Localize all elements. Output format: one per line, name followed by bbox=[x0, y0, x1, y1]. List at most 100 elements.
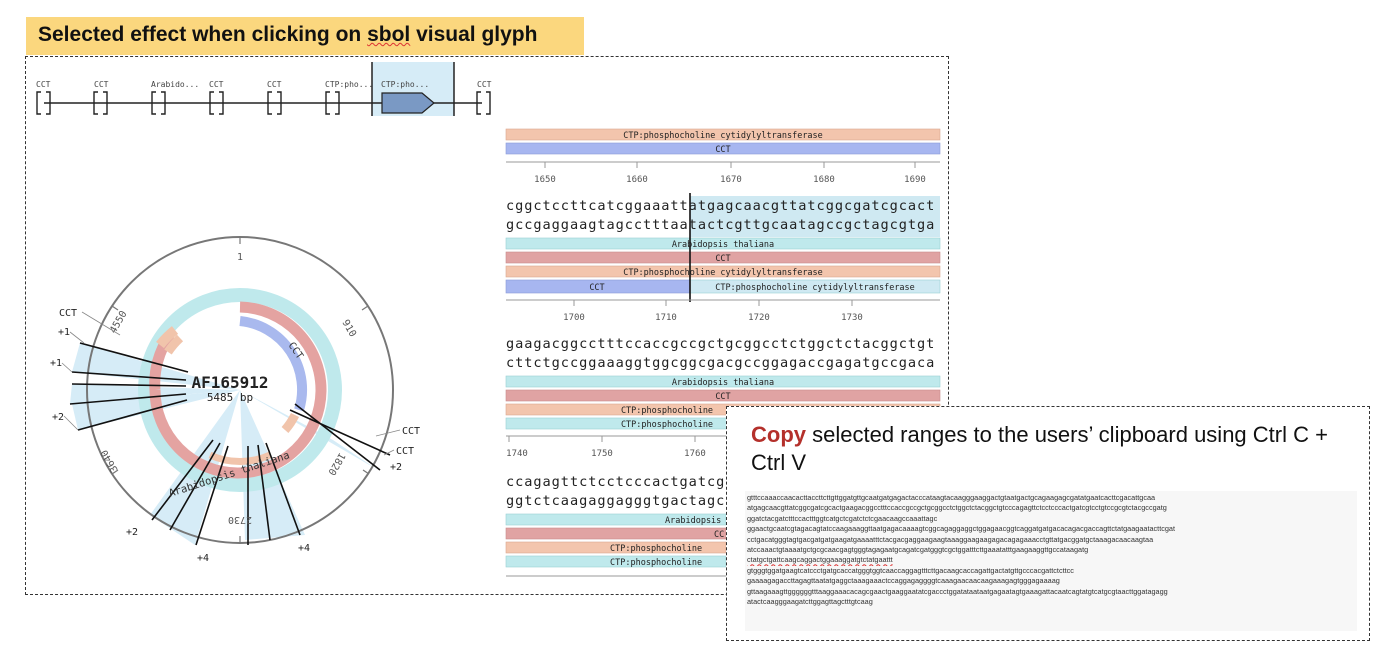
ruler-1690: 1690 bbox=[904, 175, 926, 185]
ruler-1720: 1720 bbox=[748, 313, 770, 323]
feature-bar-cct-4[interactable] bbox=[505, 389, 941, 402]
tick-label-2730: 2730 bbox=[228, 514, 252, 525]
tick-label-3640: 3640 bbox=[99, 448, 121, 474]
ruler-1650: 1650 bbox=[534, 175, 556, 185]
copy-word: Copy bbox=[751, 422, 806, 447]
feature-bar-arabidopsis-2[interactable] bbox=[505, 237, 941, 250]
glyph-label-6: CTP:pho... bbox=[325, 80, 373, 89]
feature-label-ctp-7: CTP:phosphocholine bbox=[610, 558, 702, 568]
outside-label-p2b: +2 bbox=[390, 462, 402, 473]
outside-label-p1a: +1 bbox=[58, 327, 70, 338]
glyph-label-2: CCT bbox=[94, 80, 109, 89]
clipboard-line: ctatgctgattcaagcaggactggaaaggatgtctatgaa… bbox=[747, 555, 893, 565]
cds-glyph-2 bbox=[93, 91, 108, 115]
banner-text-sbol: sbol bbox=[367, 23, 411, 46]
ruler-1700: 1700 bbox=[563, 313, 585, 323]
tick-label-1820: 1820 bbox=[325, 451, 347, 477]
clipboard-line: atactcaagggaagatcttggagttagctttgtcaag bbox=[747, 597, 873, 607]
sbol-glyph-6[interactable] bbox=[326, 92, 339, 114]
outside-label-cct-1: CCT bbox=[59, 308, 77, 319]
screenshot-frame bbox=[25, 56, 949, 595]
clipboard-line: cctgacatgggtagtgacgatgatgaagatgaaaatttct… bbox=[747, 534, 1154, 544]
feature-bar-cct-2[interactable] bbox=[505, 251, 941, 264]
feature-bar-cct-5[interactable] bbox=[505, 527, 727, 540]
feature-label-cct-2: CCT bbox=[715, 254, 730, 264]
cds-glyph-6 bbox=[325, 91, 340, 115]
clipboard-line: atgagcaacgttatcggcgatcgcactgaagacggccttt… bbox=[747, 503, 1167, 513]
ruler-1750: 1750 bbox=[591, 449, 613, 459]
clipboard-line: ggatctacgatctttccactttggtcatgctcgatctctc… bbox=[747, 513, 938, 523]
sbol-glyph-7-selected-cds[interactable] bbox=[381, 92, 435, 114]
feature-bar-ctp-2[interactable] bbox=[505, 265, 941, 278]
cds-glyph-4 bbox=[209, 91, 224, 115]
sequence-top-block4[interactable]: ccagagttctcctcccactgatcg bbox=[506, 474, 726, 490]
copy-callout: Copy selected ranges to the users’ clipb… bbox=[726, 406, 1370, 641]
feature-label-cct-3: CCT bbox=[589, 283, 604, 293]
arabidopsis-feature-ring[interactable] bbox=[138, 288, 342, 492]
ruler-1670: 1670 bbox=[720, 175, 742, 185]
feature-bar-ctp-1[interactable] bbox=[505, 128, 941, 141]
cds-glyph-8 bbox=[476, 91, 491, 115]
linear-sequence-view: 1650 1660 1670 1680 1690 CTP:phosphochol… bbox=[505, 128, 941, 577]
sbol-glyph-3[interactable] bbox=[152, 92, 165, 114]
feature-label-arabidopsis-2: Arabidopsis thaliana bbox=[672, 240, 774, 250]
sequence-bottom-block4[interactable]: ggtctcaagaggagggtgactagc bbox=[506, 493, 726, 509]
outside-label-p4b: +4 bbox=[298, 543, 310, 554]
banner-text-post: visual glyph bbox=[410, 23, 538, 46]
sequence-bottom-block2[interactable]: gccgaggaagtagcctttaatactcgttgcaatagccgct… bbox=[506, 217, 936, 233]
cds-glyph-3 bbox=[151, 91, 166, 115]
sequence-top-block2[interactable]: cggctccttcatcggaaattatgagcaacgttatcggcga… bbox=[506, 198, 936, 214]
sequence-top-block3[interactable]: gaagacggcctttccaccgccgctgcggcctctggctcta… bbox=[506, 336, 936, 352]
clipboard-line: ggaactgcaatcgtagacagtatccaagaaaggttaatga… bbox=[747, 524, 1176, 534]
feature-label-ctp-2: CTP:phosphocholine cytidylyltransferase bbox=[623, 268, 823, 278]
sbol-glyph-2[interactable] bbox=[94, 92, 107, 114]
glyph-label-3: Arabido... bbox=[151, 80, 199, 89]
glyph-label-8: CCT bbox=[477, 80, 492, 89]
outside-label-p2a: +2 bbox=[52, 412, 64, 423]
outside-label-p2c: +2 bbox=[126, 527, 138, 538]
banner-title: Selected effect when clicking on sbol vi… bbox=[26, 17, 584, 55]
sequence-bottom-block3[interactable]: cttctgccggaaaggtggcggcgacgccggagaccgagat… bbox=[506, 355, 936, 371]
sbol-glyph-4[interactable] bbox=[210, 92, 223, 114]
feature-label-ctp-1: CTP:phosphocholine cytidylyltransferase bbox=[623, 131, 823, 141]
ruler-1760: 1760 bbox=[684, 449, 706, 459]
ruler-1710: 1710 bbox=[655, 313, 677, 323]
outside-label-p1b: +1 bbox=[50, 358, 62, 369]
tick-label-1: 1 bbox=[237, 252, 243, 263]
banner-text-pre: Selected effect when clicking on bbox=[38, 23, 368, 46]
feature-bar-arabidopsis-3[interactable] bbox=[505, 375, 941, 388]
clipboard-line: gtttccaaaccaacacttaccttcttgttggatgttgcaa… bbox=[747, 493, 1156, 502]
feature-label-arabidopsis-4: Arabidopsis bbox=[665, 516, 721, 526]
sbol-glyph-8[interactable] bbox=[477, 92, 490, 114]
outside-label-cct-2: CCT bbox=[402, 426, 420, 437]
cct-feature-arc[interactable] bbox=[149, 301, 327, 479]
tick-label-910: 910 bbox=[339, 318, 358, 339]
tick-label-4550: 4550 bbox=[108, 309, 130, 335]
glyph-label-5: CCT bbox=[267, 80, 282, 89]
clipboard-line: gttaagaaagttggggggtttaaggaaacacagcgaactg… bbox=[747, 586, 1168, 596]
feature-label-cct-5: CC bbox=[714, 530, 724, 540]
glyph-label-7: CTP:pho... bbox=[381, 80, 429, 89]
sbol-glyph-5[interactable] bbox=[268, 92, 281, 114]
ruler-1730: 1730 bbox=[841, 313, 863, 323]
clipboard-text-area[interactable]: gtttccaaaccaacacttaccttcttgttggatgttgcaa… bbox=[745, 491, 1357, 631]
plasmid-map: 1 910 1820 2730 3640 4550 CCT Arabidopsi… bbox=[50, 236, 420, 564]
glyph-label-4: CCT bbox=[209, 80, 224, 89]
feature-bar-cct-1[interactable] bbox=[505, 142, 941, 155]
sbol-glyph-row: CCT CCT Arabido... CCT CCT CTP:pho... CT… bbox=[36, 62, 492, 116]
selection-highlight-block2 bbox=[690, 196, 940, 237]
clipboard-line: atccaaactgtaaaatgctgcgcaacgagtgggtagagaa… bbox=[747, 545, 1089, 555]
feature-label-arabidopsis-3: Arabidopsis thaliana bbox=[672, 378, 774, 388]
cds-glyph-1 bbox=[36, 91, 51, 115]
glyph-label-1: CCT bbox=[36, 80, 51, 89]
cct-inner-arc[interactable] bbox=[239, 316, 308, 412]
feature-label-ctp-5: CTP:phosphocholine bbox=[621, 420, 713, 430]
feature-label-cct-4: CCT bbox=[715, 392, 730, 402]
feature-label-cct-1: CCT bbox=[715, 145, 730, 155]
cds-glyph-5 bbox=[267, 91, 282, 115]
sbol-glyph-1[interactable] bbox=[37, 92, 50, 114]
ruler-1660: 1660 bbox=[626, 175, 648, 185]
ruler-1680: 1680 bbox=[813, 175, 835, 185]
clipboard-line: gtgggtggatgaagtcatccctgatgcaccatgggtggtc… bbox=[747, 565, 1074, 575]
